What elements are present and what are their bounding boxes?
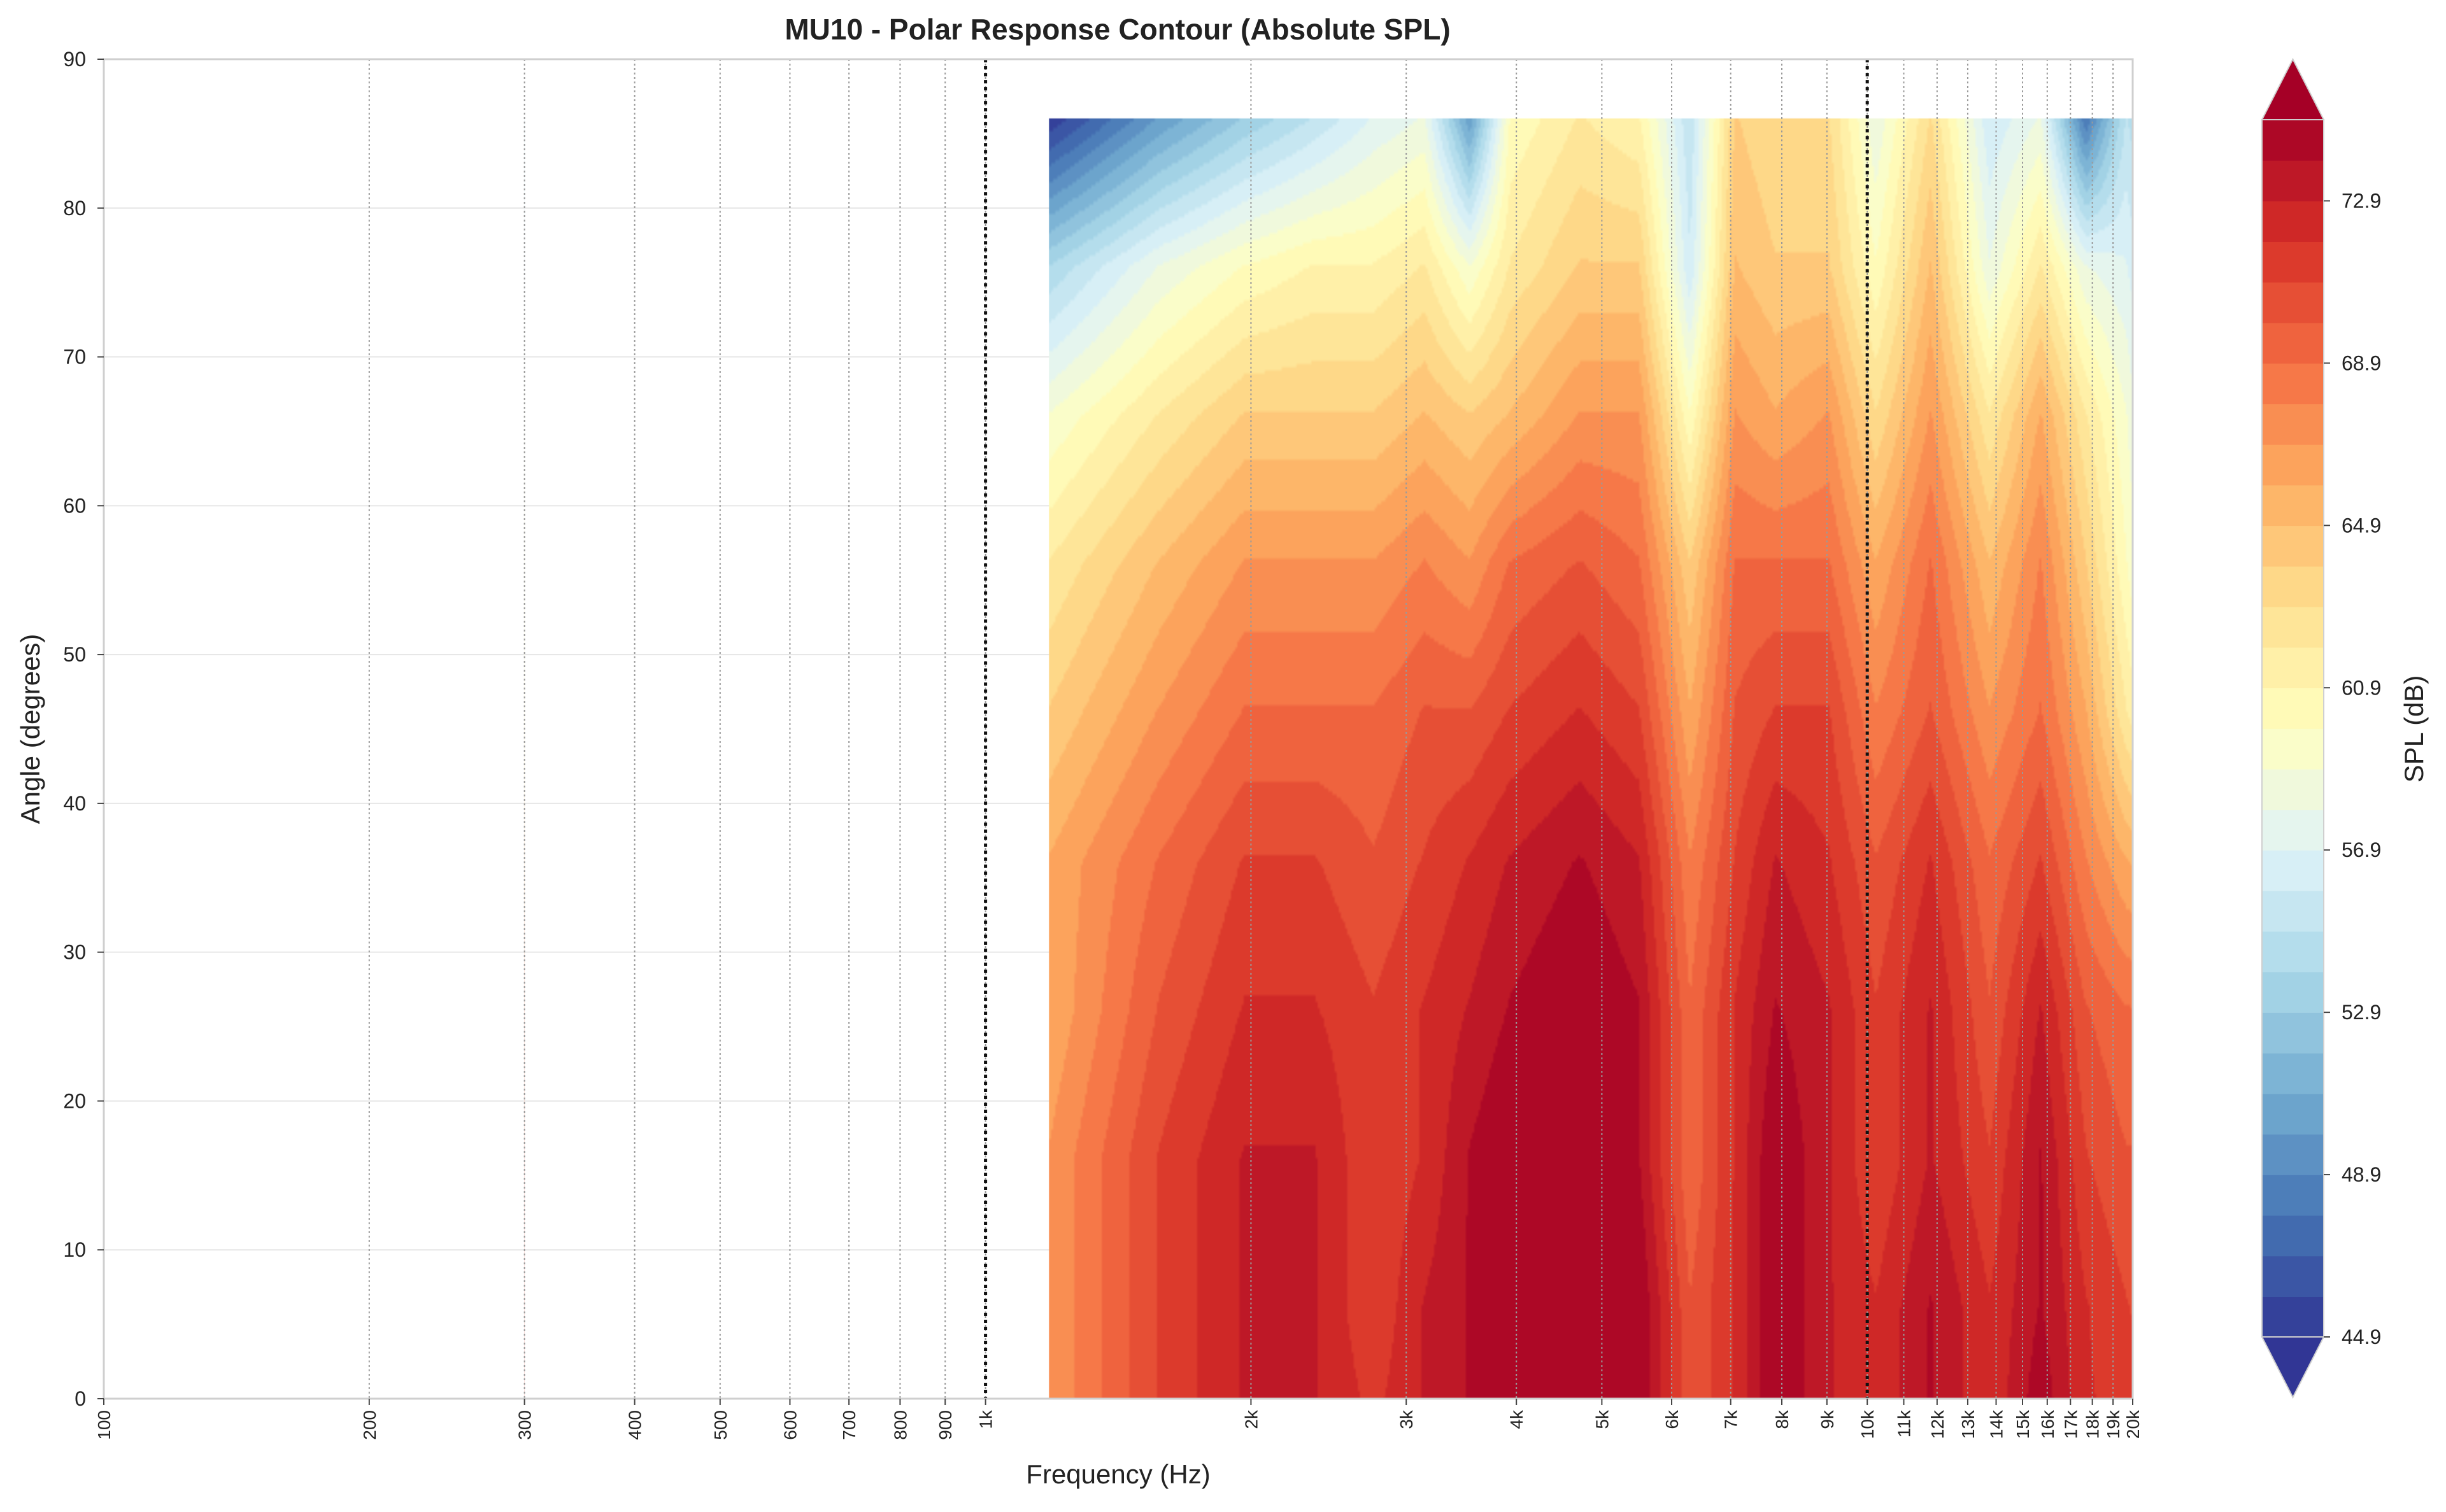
y-tick-label: 50 [63, 643, 86, 666]
colorbar-frame [2261, 119, 2324, 1338]
colorbar-segment [2262, 241, 2324, 283]
colorbar-segment [2262, 1012, 2324, 1054]
colorbar-tick-label: 60.9 [2342, 676, 2381, 699]
colorbar-segment [2262, 484, 2324, 526]
x-tick-label: 14k [1987, 1410, 2007, 1439]
x-tick-label: 11k [1895, 1410, 1914, 1438]
crossover-markers [984, 59, 1869, 1399]
colorbar-segment [2262, 688, 2324, 729]
x-tick-label: 500 [711, 1410, 730, 1440]
x-tick-label: 15k [2013, 1410, 2033, 1439]
x-tick-label: 2k [1241, 1410, 1261, 1429]
x-tick-label: 8k [1772, 1410, 1792, 1429]
colorbar-tick-label: 72.9 [2342, 189, 2381, 212]
x-tick-label: 400 [625, 1410, 645, 1440]
x-tick-label: 4k [1507, 1410, 1526, 1429]
x-axis-label: Frequency (Hz) [1026, 1459, 1210, 1489]
colorbar-segment [2262, 890, 2324, 932]
x-tick-label: 3k [1397, 1410, 1416, 1429]
x-tick-label: 16k [2038, 1410, 2058, 1439]
colorbar-segment [2262, 768, 2324, 810]
y-axis-ticks: 0 10 20 30 40 50 60 70 80 90 [63, 48, 104, 1410]
x-tick-label: 200 [360, 1410, 380, 1440]
y-tick-label: 70 [63, 346, 86, 369]
x-tick-label: 10k [1858, 1410, 1877, 1439]
colorbar-label: SPL (dB) [2399, 675, 2429, 783]
colorbar-segment [2262, 525, 2324, 567]
x-tick-label: 800 [890, 1410, 910, 1440]
y-tick-label: 40 [63, 792, 86, 815]
colorbar-segment [2262, 606, 2324, 648]
y-tick-label: 30 [63, 941, 86, 964]
colorbar-segment [2262, 1093, 2324, 1135]
y-tick-label: 10 [63, 1238, 86, 1261]
colorbar-segment [2262, 1175, 2324, 1216]
colorbar-segment [2262, 647, 2324, 689]
colorbar-segment [2262, 1215, 2324, 1257]
colorbar-extend-max [2261, 57, 2325, 120]
colorbar: 44.9 48.9 52.9 56.9 60.9 64.9 68.9 72.9 [2261, 57, 2381, 1399]
colorbar-segment [2262, 201, 2324, 242]
y-tick-label: 80 [63, 197, 86, 220]
colorbar-segment [2262, 160, 2324, 202]
x-tick-label: 7k [1721, 1410, 1741, 1429]
colorbar-segment [2262, 566, 2324, 607]
y-tick-label: 0 [75, 1387, 86, 1410]
colorbar-tick-label: 68.9 [2342, 351, 2381, 374]
spl-contour-field [524, 59, 2133, 1399]
x-tick-label: 9k [1817, 1410, 1837, 1429]
x-tick-label: 300 [515, 1410, 535, 1440]
colorbar-segment [2262, 809, 2324, 851]
colorbar-segment [2262, 363, 2324, 404]
colorbar-segment [2262, 281, 2324, 323]
y-tick-label: 90 [63, 48, 86, 71]
colorbar-tick-label: 52.9 [2342, 1001, 2381, 1024]
colorbar-tick-label: 44.9 [2342, 1325, 2381, 1348]
colorbar-segment [2262, 850, 2324, 891]
colorbar-segment [2262, 1052, 2324, 1094]
x-tick-label: 100 [94, 1410, 114, 1440]
colorbar-segment [2262, 120, 2324, 161]
chart-title: MU10 - Polar Response Contour (Absolute … [785, 13, 1450, 46]
colorbar-tick-label: 48.9 [2342, 1163, 2381, 1186]
colorbar-segment [2262, 322, 2324, 364]
x-tick-label: 6k [1662, 1410, 1682, 1429]
colorbar-segment [2262, 1296, 2324, 1338]
colorbar-segment [2262, 931, 2324, 973]
colorbar-segment [2262, 1255, 2324, 1297]
x-tick-label: 18k [2083, 1410, 2103, 1439]
colorbar-tick-label: 64.9 [2342, 514, 2381, 537]
x-tick-label: 700 [839, 1410, 859, 1440]
x-tick-label: 13k [1958, 1410, 1978, 1439]
colorbar-segment [2262, 971, 2324, 1013]
x-axis-ticks: 100 200 300 400 500 600 700 800 900 1k 2k 3k 4k 5k 6k 7… [94, 1399, 2143, 1440]
y-axis-label: Angle (degrees) [15, 634, 45, 824]
y-tick-label: 20 [63, 1089, 86, 1112]
x-tick-label: 12k [1928, 1410, 1947, 1439]
colorbar-segment [2262, 728, 2324, 770]
plot-area [103, 58, 2134, 1400]
y-tick-label: 60 [63, 494, 86, 517]
x-tick-label: 900 [935, 1410, 955, 1440]
x-tick-label: 1k [976, 1410, 996, 1429]
x-tick-label: 17k [2061, 1410, 2080, 1439]
x-tick-label: 19k [2103, 1410, 2123, 1439]
colorbar-tick-label: 56.9 [2342, 838, 2381, 861]
plot-frame [103, 58, 2134, 1400]
colorbar-extend-min [2261, 1336, 2325, 1399]
x-tick-label: 5k [1592, 1410, 1612, 1429]
x-tick-label: 20k [2123, 1410, 2143, 1439]
colorbar-segment [2262, 1134, 2324, 1175]
colorbar-segment [2262, 444, 2324, 486]
x-tick-label: 600 [780, 1410, 800, 1440]
colorbar-segment [2262, 404, 2324, 445]
